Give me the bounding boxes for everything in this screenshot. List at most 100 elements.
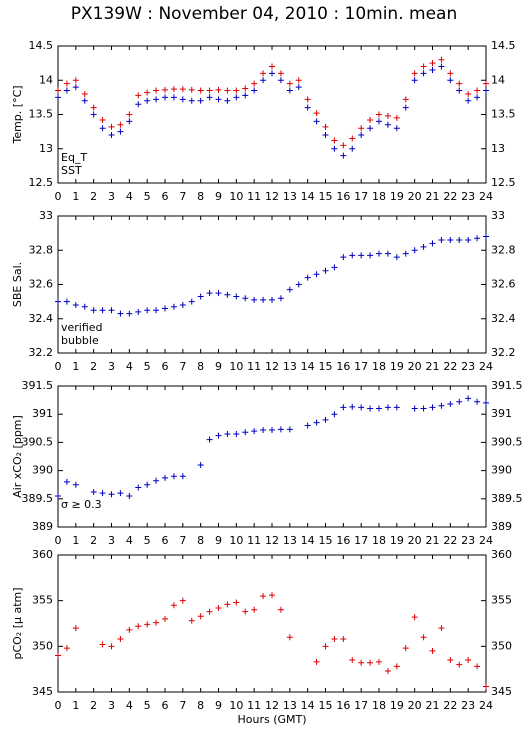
x-tick-label: 20 (408, 699, 422, 712)
point (144, 621, 151, 628)
x-tick-label: 21 (426, 699, 440, 712)
point (135, 101, 142, 108)
point (447, 401, 454, 408)
point (447, 236, 454, 243)
point (483, 80, 489, 87)
point (260, 77, 267, 84)
y-tick-label-right: 13 (491, 142, 505, 155)
point (349, 145, 356, 152)
point (483, 87, 489, 94)
point (277, 606, 284, 613)
y-tick-label-right: 32.4 (491, 312, 516, 325)
x-tick-label: 16 (336, 360, 350, 373)
point (286, 634, 293, 641)
y-tick-label: 32.2 (29, 346, 54, 359)
annotation: σ ≥ 0.3 (61, 498, 102, 511)
point (367, 125, 374, 132)
x-tick-label: 10 (229, 360, 243, 373)
x-tick-label: 17 (354, 190, 368, 203)
x-tick-label: 14 (301, 534, 315, 547)
point (340, 404, 347, 411)
point (99, 125, 106, 132)
point (197, 293, 204, 300)
point (126, 626, 133, 633)
y-tick-label: 14.5 (29, 39, 54, 52)
y-tick-label-right: 33 (491, 209, 505, 222)
point (179, 86, 186, 93)
point (260, 296, 267, 303)
point (72, 77, 79, 84)
point (242, 429, 249, 436)
point (393, 254, 400, 261)
point (90, 111, 97, 118)
point (162, 615, 168, 622)
y-tick-label-right: 350 (491, 639, 512, 652)
x-tick-label: 22 (443, 360, 457, 373)
point (135, 623, 142, 630)
x-tick-label: 8 (197, 534, 204, 547)
x-tick-label: 12 (265, 360, 279, 373)
point (304, 274, 311, 281)
point (63, 478, 70, 485)
point (117, 121, 124, 128)
y-tick-label-right: 32.2 (491, 346, 516, 359)
point (456, 661, 463, 668)
y-tick-label: 389 (32, 520, 53, 533)
point (411, 405, 418, 412)
point (126, 118, 133, 125)
y-tick-label: 355 (32, 594, 53, 607)
point (242, 85, 249, 92)
x-tick-label: 9 (215, 534, 222, 547)
point (224, 87, 231, 94)
point (429, 240, 436, 247)
point (215, 432, 222, 439)
point (179, 96, 186, 103)
point (162, 94, 168, 101)
y-tick-label: 391.5 (22, 379, 54, 392)
x-tick-label: 17 (354, 360, 368, 373)
point (411, 70, 418, 77)
point (358, 252, 365, 259)
point (358, 659, 365, 666)
point (108, 307, 115, 314)
point (269, 592, 275, 599)
y-tick-label-right: 389.5 (491, 492, 523, 505)
point (144, 89, 151, 96)
point (206, 94, 213, 101)
x-tick-label: 2 (90, 190, 97, 203)
y-axis-label: SBE Sal. (11, 262, 24, 307)
point (197, 613, 204, 620)
point (99, 307, 106, 314)
x-tick-label: 24 (479, 534, 493, 547)
point (384, 112, 391, 119)
point (286, 426, 293, 433)
point (260, 593, 267, 600)
x-tick-label: 6 (162, 699, 169, 712)
point (340, 142, 347, 149)
x-tick-label: 8 (197, 360, 204, 373)
x-tick-label: 7 (179, 360, 186, 373)
point (170, 86, 177, 93)
point (233, 87, 240, 94)
x-tick-label: 1 (72, 360, 79, 373)
plot-frame (57, 554, 487, 693)
point (393, 663, 400, 670)
point (242, 92, 249, 99)
point (269, 296, 275, 303)
y-tick-label-right: 13.5 (491, 108, 516, 121)
x-tick-label: 6 (162, 534, 169, 547)
point (465, 657, 472, 664)
point (197, 461, 204, 468)
y-tick-label-right: 391 (491, 407, 512, 420)
point (126, 111, 133, 118)
point (384, 121, 391, 128)
plot-frame (57, 385, 487, 528)
x-tick-label: 3 (108, 190, 115, 203)
point (99, 490, 106, 497)
y-tick-label-right: 32.6 (491, 278, 516, 291)
point (99, 641, 106, 648)
point (153, 307, 160, 314)
point (322, 132, 329, 139)
point (456, 87, 463, 94)
x-tick-label: 23 (461, 360, 475, 373)
